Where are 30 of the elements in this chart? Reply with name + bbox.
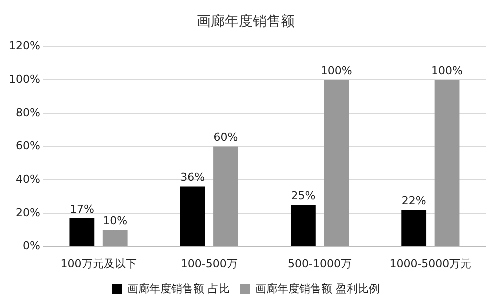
y-tick-label: 40%	[16, 172, 40, 186]
data-label: 17%	[70, 202, 94, 216]
bar	[402, 210, 427, 246]
y-tick-label: 20%	[16, 206, 40, 220]
x-tick-label: 100万元及以下	[60, 257, 137, 270]
data-label: 10%	[103, 214, 128, 228]
bar	[70, 218, 95, 246]
bar	[102, 230, 128, 246]
bar	[214, 146, 238, 246]
y-tick-label: 60%	[16, 140, 40, 153]
data-label: 25%	[291, 189, 316, 202]
data-label: 60%	[214, 131, 238, 144]
bar	[324, 80, 350, 246]
x-tick-label: 100-500万	[180, 257, 238, 270]
data-label: 100%	[320, 64, 352, 78]
legend-label: 画廊年度销售额 占比	[128, 282, 230, 296]
data-label: 22%	[402, 194, 426, 208]
chart-title: 画廊年度销售额	[197, 14, 295, 30]
y-tick-label: 0%	[22, 240, 40, 253]
y-tick-label: 100%	[8, 72, 40, 86]
data-label: 100%	[432, 64, 464, 78]
x-tick-label: 500-1000万	[288, 257, 352, 270]
data-label: 36%	[180, 171, 206, 184]
bar	[434, 80, 460, 246]
y-tick-label: 80%	[16, 106, 40, 120]
legend-label: 画廊年度销售额 盈利比例	[256, 282, 380, 296]
bar	[180, 186, 206, 246]
x-tick-label: 1000-5000万元	[390, 257, 472, 270]
bar	[291, 205, 316, 246]
y-tick-label: 120%	[8, 40, 40, 53]
